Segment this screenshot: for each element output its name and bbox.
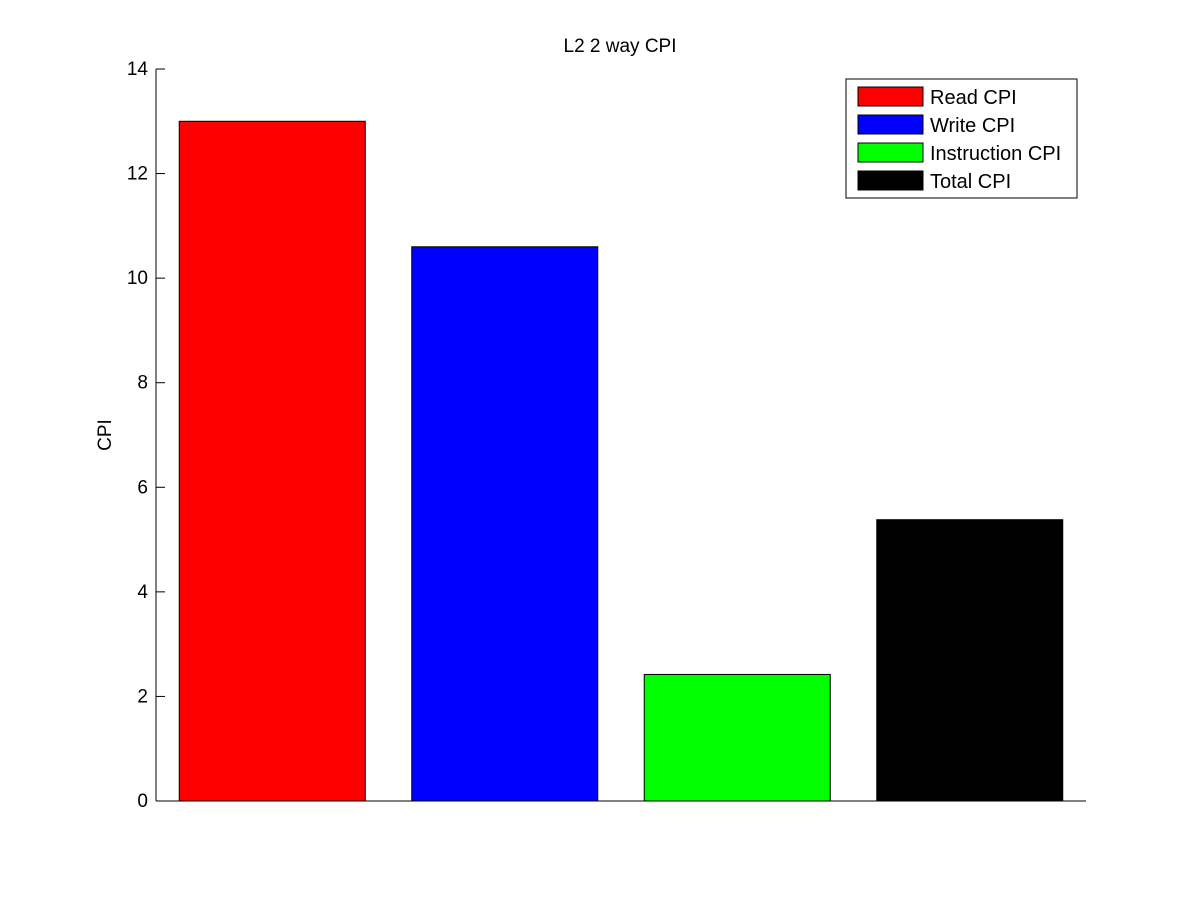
bar-write-cpi — [411, 246, 599, 802]
bar-total-cpi — [876, 519, 1064, 802]
chart-title: L2 2 way CPI — [564, 36, 677, 57]
legend-label: Write CPI — [930, 115, 1015, 137]
y-tick-label: 12 — [127, 164, 148, 185]
legend-swatch — [857, 86, 924, 107]
legend-swatch — [857, 114, 924, 135]
legend-label: Read CPI — [930, 87, 1017, 109]
bar-instruction-cpi — [643, 673, 831, 802]
y-tick-label: 2 — [137, 686, 148, 707]
bar-read-cpi — [178, 120, 366, 802]
y-tick-label: 10 — [127, 268, 148, 289]
y-tick-label: 6 — [137, 477, 148, 498]
axes-layer: 0 2 4 6 8 10 12 14 — [127, 59, 1086, 812]
legend-label: Total CPI — [930, 171, 1011, 193]
y-tick-label: 14 — [127, 59, 149, 80]
legend: Read CPI Write CPI Instruction CPI Total CP… — [845, 78, 1078, 199]
bars-layer — [178, 120, 1064, 802]
y-tick-label: 4 — [137, 582, 148, 603]
legend-swatch — [857, 142, 924, 163]
legend-swatch — [857, 170, 924, 191]
y-axis-label: CPI — [95, 419, 116, 451]
y-tick-label: 0 — [137, 791, 148, 812]
y-tick-label: 8 — [137, 373, 148, 394]
legend-label: Instruction CPI — [930, 143, 1061, 165]
